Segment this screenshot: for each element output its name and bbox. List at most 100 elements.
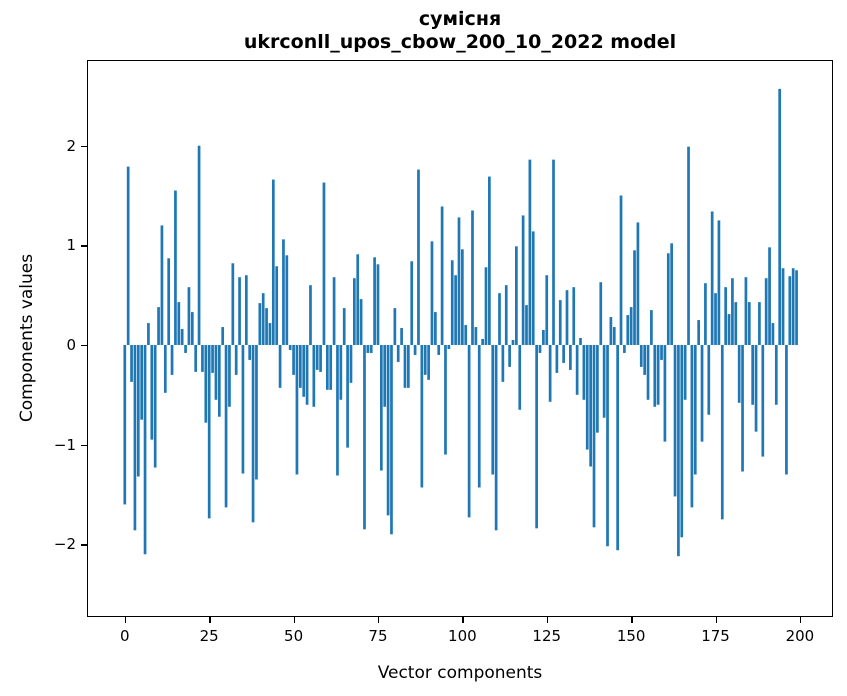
bar bbox=[190, 312, 194, 345]
bar bbox=[346, 344, 349, 448]
bar bbox=[704, 283, 707, 345]
bar bbox=[197, 145, 201, 345]
x-tick-label: 75 bbox=[368, 627, 388, 645]
bar bbox=[302, 344, 306, 397]
bar bbox=[268, 323, 272, 345]
bar bbox=[488, 176, 491, 345]
bar bbox=[413, 344, 417, 355]
bar bbox=[319, 344, 322, 372]
bar bbox=[211, 344, 214, 373]
y-tick-label: 1 bbox=[66, 236, 76, 255]
bar bbox=[140, 344, 144, 420]
bar bbox=[386, 344, 390, 516]
bar bbox=[690, 344, 694, 508]
bar bbox=[352, 278, 356, 345]
bar bbox=[380, 344, 383, 471]
bar bbox=[481, 339, 484, 345]
bar bbox=[714, 293, 717, 345]
bar bbox=[754, 344, 758, 432]
bar bbox=[244, 275, 248, 345]
bar bbox=[697, 320, 701, 345]
bar bbox=[616, 344, 619, 551]
bar bbox=[214, 344, 218, 400]
bar bbox=[791, 268, 795, 345]
bar bbox=[423, 344, 427, 375]
chart-title-word: сумісня bbox=[418, 8, 502, 30]
x-tick-label: 200 bbox=[785, 627, 815, 645]
bar bbox=[136, 344, 140, 477]
bar bbox=[542, 330, 545, 345]
bar bbox=[626, 315, 630, 345]
bar bbox=[498, 293, 501, 345]
bar bbox=[447, 344, 451, 349]
y-tick-label: −2 bbox=[53, 535, 76, 554]
bar bbox=[153, 344, 157, 468]
bar bbox=[585, 344, 589, 450]
bar bbox=[457, 217, 461, 345]
x-tick-label: 150 bbox=[616, 627, 646, 645]
bar bbox=[464, 325, 468, 345]
x-tick-mark bbox=[546, 617, 549, 623]
bar bbox=[339, 344, 343, 400]
bar bbox=[788, 276, 792, 345]
bar bbox=[444, 344, 447, 455]
bar bbox=[650, 310, 653, 345]
bar bbox=[332, 277, 336, 345]
chart-title-model: ukrconll_upos_cbow_200_10_2022 model bbox=[243, 31, 677, 53]
y-tick-mark bbox=[81, 145, 87, 148]
y-tick-label: −1 bbox=[53, 435, 76, 454]
bar bbox=[261, 293, 265, 345]
bar bbox=[427, 344, 430, 380]
bar bbox=[194, 344, 198, 372]
bar bbox=[633, 250, 636, 345]
bar bbox=[143, 344, 147, 555]
bar bbox=[531, 231, 535, 345]
bar bbox=[241, 344, 245, 474]
bar bbox=[515, 246, 518, 345]
bar bbox=[575, 344, 579, 395]
bar bbox=[579, 338, 582, 345]
bar bbox=[764, 278, 768, 345]
bar bbox=[535, 344, 538, 529]
bar bbox=[727, 314, 731, 345]
bar bbox=[761, 344, 765, 457]
bar bbox=[177, 302, 181, 345]
bar bbox=[204, 344, 208, 423]
bar bbox=[734, 302, 738, 345]
bar bbox=[504, 285, 508, 345]
x-tick-label: 25 bbox=[199, 627, 219, 645]
bar bbox=[440, 206, 444, 345]
bar bbox=[407, 344, 410, 388]
bar bbox=[683, 344, 687, 400]
bar bbox=[359, 299, 363, 345]
bar bbox=[434, 312, 437, 345]
bar bbox=[558, 300, 562, 345]
bar bbox=[217, 344, 221, 417]
bar bbox=[201, 344, 204, 372]
bar bbox=[366, 344, 370, 353]
x-tick-mark bbox=[715, 617, 718, 623]
bar bbox=[758, 302, 761, 345]
bar bbox=[224, 344, 228, 508]
bar bbox=[693, 344, 697, 475]
bar bbox=[565, 290, 569, 345]
bar bbox=[383, 344, 387, 407]
bar bbox=[751, 344, 755, 405]
bar bbox=[417, 169, 420, 345]
bar bbox=[700, 344, 704, 442]
bar bbox=[491, 344, 495, 475]
bar bbox=[430, 241, 434, 345]
bar bbox=[636, 222, 640, 345]
bar bbox=[538, 344, 542, 353]
bar bbox=[278, 344, 282, 388]
bar bbox=[363, 344, 366, 530]
bar bbox=[174, 190, 177, 345]
bar bbox=[653, 344, 657, 407]
y-tick-label: 2 bbox=[66, 136, 76, 155]
bar bbox=[501, 344, 505, 382]
bar bbox=[673, 344, 677, 497]
bar bbox=[629, 307, 633, 345]
chart-title: сумісня ukrconll_upos_cbow_200_10_2022 m… bbox=[87, 8, 833, 54]
bar bbox=[376, 264, 380, 345]
x-tick-mark bbox=[124, 617, 127, 623]
